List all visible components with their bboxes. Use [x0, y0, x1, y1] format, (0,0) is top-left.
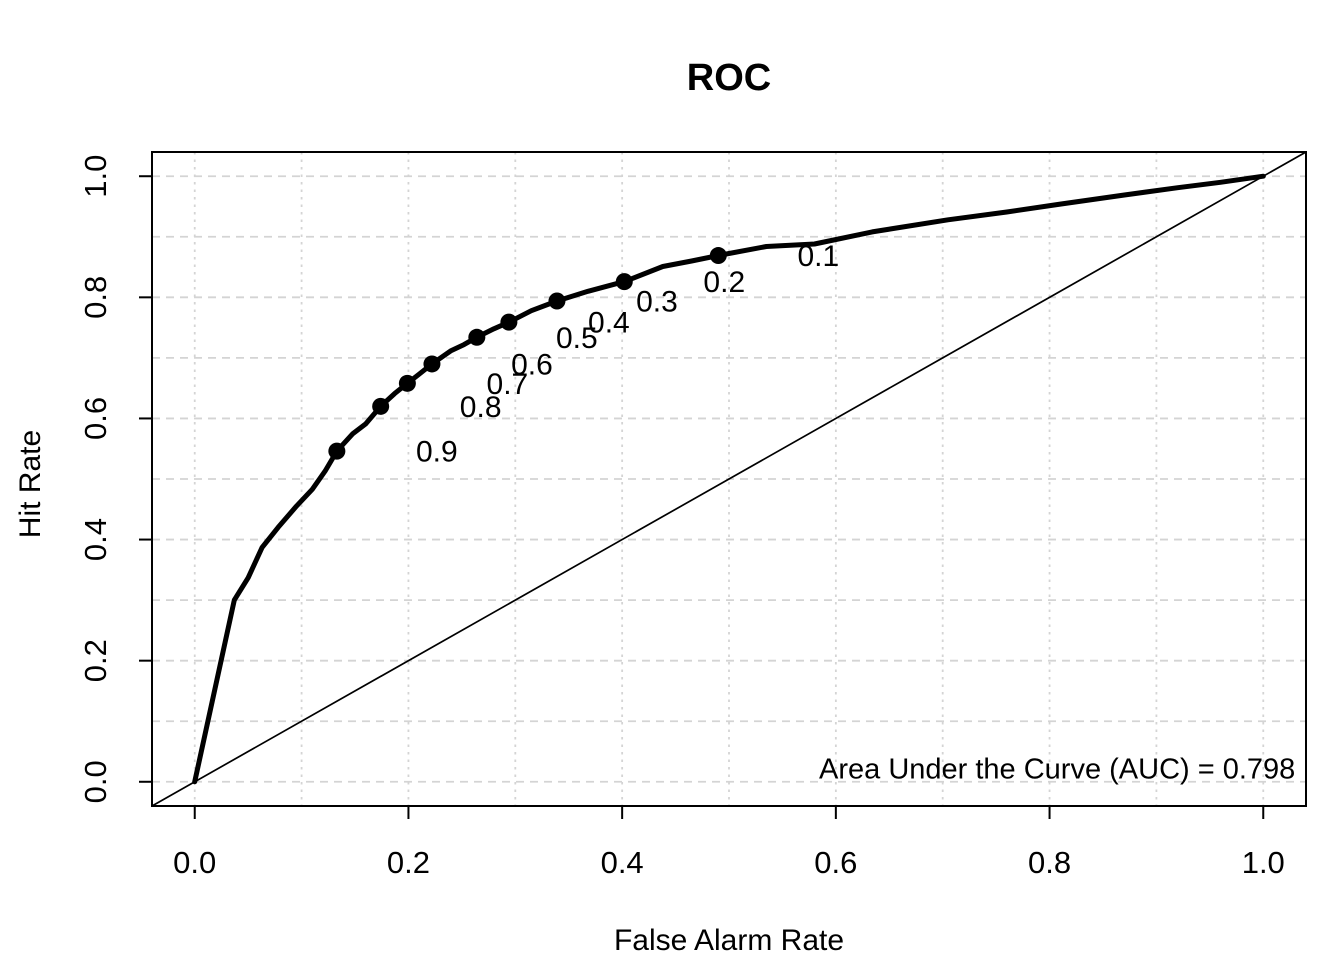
cutoff-point	[548, 292, 566, 310]
x-tick-label: 0.0	[173, 845, 216, 880]
cutoff-point	[468, 328, 486, 346]
y-tick-label: 0.0	[78, 760, 113, 803]
annotation-layer: Area Under the Curve (AUC) = 0.798	[819, 753, 1295, 785]
cutoff-point	[615, 273, 633, 291]
y-tick-label: 0.2	[78, 639, 113, 682]
cutoff-label: 0.3	[636, 285, 678, 318]
cutoff-point	[372, 397, 390, 415]
plot-border	[151, 151, 1307, 807]
x-tick-label: 1.0	[1242, 845, 1285, 880]
cutoff-label: 0.6	[511, 348, 553, 381]
chance-diagonal	[151, 151, 1307, 807]
cutoff-point	[500, 313, 518, 331]
chart-title: ROC	[687, 57, 771, 99]
roc-curve	[192, 173, 1266, 785]
cutoff-label: 0.8	[460, 391, 502, 424]
cutoff-point	[709, 247, 727, 265]
series-layer	[151, 151, 1307, 807]
y-tick-label: 0.4	[78, 518, 113, 561]
cutoff-label: 0.2	[703, 266, 745, 299]
cutoff-point	[398, 374, 416, 392]
y-tick-label: 0.6	[78, 397, 113, 440]
cutoff-label: 0.4	[588, 307, 630, 340]
cutoff-point	[423, 355, 441, 373]
cutoff-label: 0.1	[797, 240, 839, 273]
cutoff-point	[328, 442, 346, 460]
x-tick-label: 0.2	[387, 845, 430, 880]
cutoff-label: 0.7	[487, 368, 529, 401]
x-tick-label: 0.4	[601, 845, 644, 880]
cutoff-layer: 0.90.80.70.60.50.40.3 0.2 0.1	[328, 240, 839, 469]
x-tick-label: 0.6	[814, 845, 857, 880]
cutoff-label: 0.5	[556, 322, 598, 355]
y-tick-label: 0.8	[78, 276, 113, 319]
tick-layer: 0.0 0.2 0.4 0.6 0.8 1.0 0.0 0.2 0.4 0.6 0.8 1.0	[78, 155, 1285, 880]
x-axis-title: False Alarm Rate	[614, 924, 844, 957]
y-axis-title: Hit Rate	[14, 430, 47, 538]
cutoff-label: 0.9	[416, 436, 458, 469]
auc-annotation: Area Under the Curve (AUC) = 0.798	[819, 753, 1295, 785]
y-tick-label: 1.0	[78, 155, 113, 198]
x-tick-label: 0.8	[1028, 845, 1071, 880]
